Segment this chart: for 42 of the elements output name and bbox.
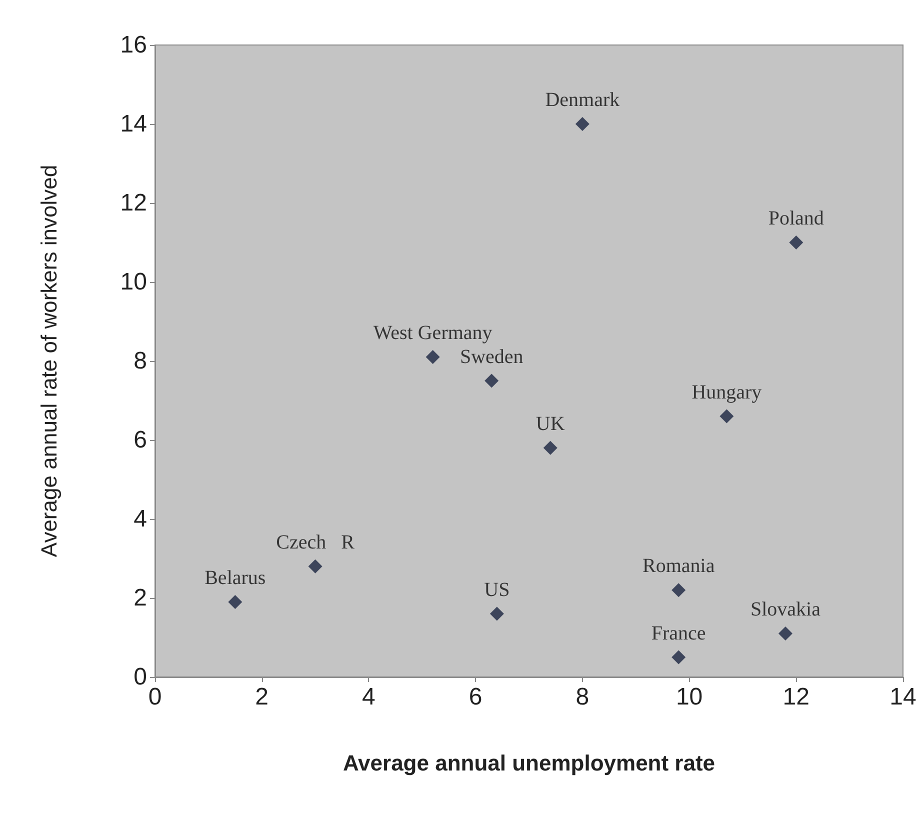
y-tick-label: 4 <box>134 506 147 532</box>
point <box>720 409 734 424</box>
point <box>672 650 686 664</box>
point <box>543 440 558 455</box>
x-axis-title: Average annual unemployment rate <box>342 750 716 776</box>
x-tick-label: 4 <box>362 684 376 710</box>
annotation: Slovakia <box>750 598 821 621</box>
y-tick-label: 0 <box>134 664 147 690</box>
point <box>672 583 686 598</box>
y-tick-label: 10 <box>120 268 147 296</box>
y-tick-label: 16 <box>120 32 147 58</box>
annotation: West Germany <box>373 322 492 344</box>
annotation: Czech R <box>276 531 356 554</box>
point <box>484 374 499 388</box>
y-tick-label: 8 <box>134 348 147 374</box>
x-tick-label: 10 <box>676 684 703 710</box>
annotation: France <box>651 622 706 644</box>
annotation: Denmark <box>545 89 620 111</box>
point <box>490 606 504 621</box>
point <box>426 350 440 364</box>
annotation: Poland <box>768 208 824 230</box>
y-tick-label: 12 <box>120 190 147 216</box>
y-tick-label: 14 <box>120 110 147 138</box>
point <box>575 117 590 131</box>
point <box>789 236 804 250</box>
x-tick-label: 2 <box>255 684 269 710</box>
x-tick-label: 8 <box>576 684 590 710</box>
annotation: US <box>484 578 510 601</box>
point <box>228 594 242 609</box>
annotation: Sweden <box>460 346 524 368</box>
annotation: Belarus <box>204 566 266 589</box>
x-tick-label: 6 <box>468 684 482 710</box>
point <box>308 559 322 574</box>
x-tick-label: 12 <box>782 684 810 710</box>
y-axis-title: Average annual rate of workers involved <box>36 164 62 558</box>
annotation: UK <box>536 412 566 435</box>
y-tick-label: 6 <box>134 426 147 454</box>
y-tick-label: 2 <box>134 584 147 612</box>
x-tick-label: 14 <box>890 684 916 710</box>
point <box>778 626 792 641</box>
annotation: Hungary <box>692 381 762 404</box>
annotation: Romania <box>642 555 715 578</box>
